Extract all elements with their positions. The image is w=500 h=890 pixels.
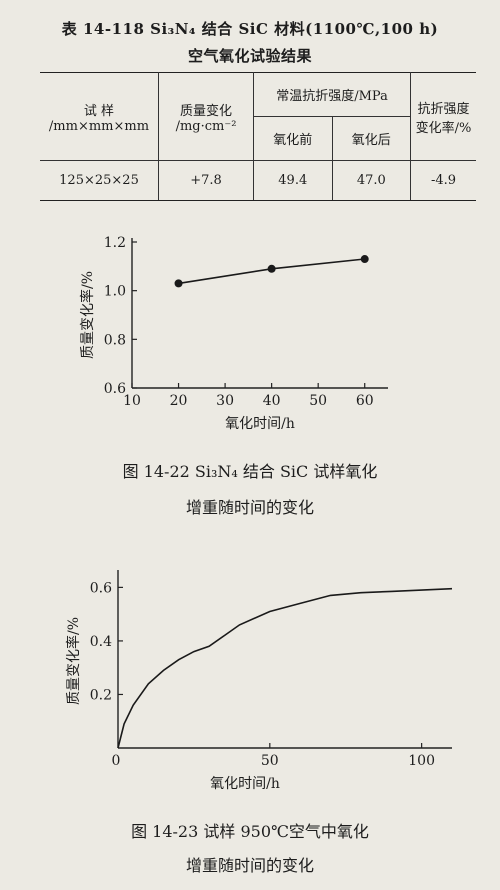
cell-rate: -4.9 bbox=[410, 160, 476, 201]
y-tick-label: 1.0 bbox=[104, 284, 126, 300]
y-tick-label: 0.4 bbox=[90, 634, 112, 650]
x-tick-label: 100 bbox=[408, 753, 435, 769]
x-tick-label: 30 bbox=[216, 393, 234, 409]
fig2-caption: 图 14-23 试样 950℃空气中氧化 bbox=[131, 822, 369, 841]
y-axis-label: 质量变化率/% bbox=[79, 271, 96, 359]
x-tick-label: 50 bbox=[309, 393, 327, 409]
header-rate: 抗折强度 变化率/% bbox=[410, 72, 476, 161]
fig1-caption-2: 增重随时间的变化 bbox=[185, 498, 314, 517]
y-tick-label: 0.6 bbox=[104, 381, 126, 397]
x-tick-label: 60 bbox=[356, 393, 374, 409]
data-point bbox=[360, 255, 369, 264]
y-axis-label: 质量变化率/% bbox=[65, 617, 82, 705]
cell-after: 47.0 bbox=[332, 160, 412, 201]
header-strength: 常温抗折强度/MPa bbox=[253, 72, 412, 117]
header-mass: 质量变化 /mg·cm⁻² bbox=[158, 72, 254, 161]
data-point bbox=[267, 264, 276, 273]
y-tick-label: 0.6 bbox=[90, 580, 112, 596]
header-sample: 试 样 /mm×mm×mm bbox=[40, 72, 159, 161]
chart-oxidation-1100c: 10 20 30 40 50 60 0.6 0.8 1.0 1.2 氧化时间/h 质量变化率/% bbox=[79, 235, 388, 432]
fig2-caption-2: 增重随时间的变化 bbox=[185, 856, 314, 875]
header-after: 氧化后 bbox=[332, 116, 412, 161]
origin-label: 0 bbox=[112, 753, 121, 769]
header-before: 氧化前 bbox=[253, 116, 333, 161]
x-tick-label: 40 bbox=[263, 393, 281, 409]
x-axis-label: 氧化时间/h bbox=[210, 776, 280, 792]
cell-sample: 125×25×25 bbox=[40, 160, 159, 201]
x-tick-label: 10 bbox=[123, 393, 141, 409]
series-line bbox=[117, 587, 453, 749]
y-tick-label: 0.8 bbox=[104, 332, 126, 348]
y-tick-label: 0.2 bbox=[90, 687, 112, 703]
data-point bbox=[174, 279, 183, 288]
cell-mass: +7.8 bbox=[158, 160, 254, 201]
x-tick-label: 50 bbox=[261, 753, 279, 769]
x-axis-label: 氧化时间/h bbox=[225, 416, 295, 432]
results-table: 试 样 /mm×mm×mm 质量变化 /mg·cm⁻² 常温抗折强度/MPa 抗… bbox=[40, 72, 476, 201]
x-tick-label: 20 bbox=[170, 393, 188, 409]
fig1-caption: 图 14-22 Si₃N₄ 结合 SiC 试样氧化 bbox=[122, 462, 378, 481]
table-subtitle: 空气氧化试验结果 bbox=[187, 47, 312, 65]
chart-oxidation-950c: 50 100 0.2 0.4 0.6 0 氧化时间/h 质量变化率/% bbox=[65, 570, 453, 792]
y-tick-label: 1.2 bbox=[104, 235, 126, 251]
cell-before: 49.4 bbox=[253, 160, 333, 201]
table-title: 表 14-118 Si₃N₄ 结合 SiC 材料(1100℃,100 h) bbox=[61, 20, 439, 38]
